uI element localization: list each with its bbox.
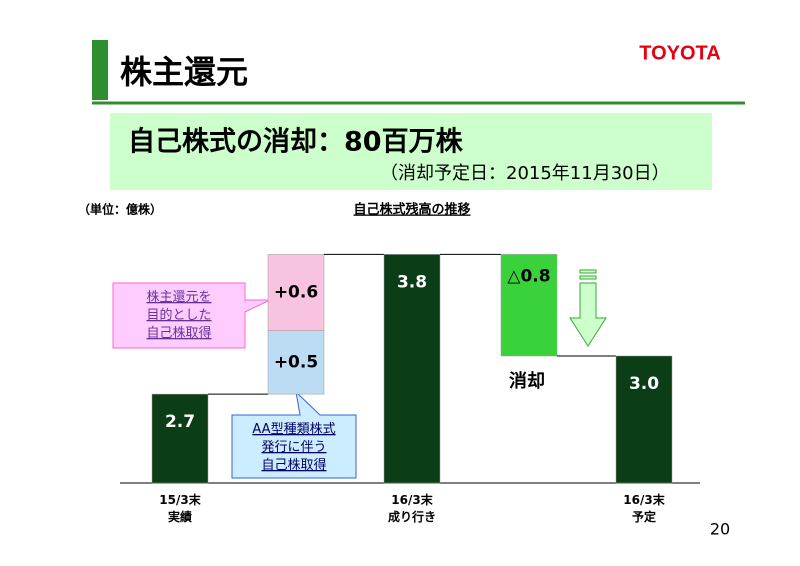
value-label: 3.0 xyxy=(629,374,659,394)
annotation: 株主還元を目的とした自己株取得 xyxy=(146,290,211,341)
value-label: +0.5 xyxy=(274,352,318,372)
x-tick-label: 16/3末予定 xyxy=(623,492,665,524)
unit-label: （単位：億株） xyxy=(78,202,162,217)
bar xyxy=(383,254,441,484)
down-arrow xyxy=(569,269,607,347)
bar xyxy=(267,330,325,395)
banner xyxy=(110,113,712,190)
value-label: +0.6 xyxy=(274,283,318,303)
bar xyxy=(615,355,673,484)
value-label: △0.8 xyxy=(507,266,550,286)
banner-title: 自己株式の消却：80百万株 xyxy=(128,126,464,158)
chart-title: 自己株式残高の推移 xyxy=(353,202,470,218)
title-accent xyxy=(92,40,108,100)
x-tick-label: 16/3末成り行き xyxy=(388,492,436,524)
callout-box xyxy=(112,282,271,349)
bar xyxy=(151,393,209,484)
callout-box xyxy=(231,390,357,479)
bar xyxy=(267,254,325,331)
annotation: AA型種類株式発行に伴う自己株取得 xyxy=(252,421,335,473)
bar xyxy=(500,254,558,357)
slide-title: 株主還元 xyxy=(120,53,248,91)
annotation: 消却 xyxy=(509,370,545,392)
logo: TOYOTA xyxy=(639,42,720,64)
x-tick-label: 15/3末実績 xyxy=(159,492,201,524)
banner-subtitle: （消却予定日：2015年11月30日） xyxy=(380,163,670,184)
value-label: 3.8 xyxy=(397,272,427,292)
page-number: 20 xyxy=(710,520,730,539)
value-label: 2.7 xyxy=(165,412,195,432)
